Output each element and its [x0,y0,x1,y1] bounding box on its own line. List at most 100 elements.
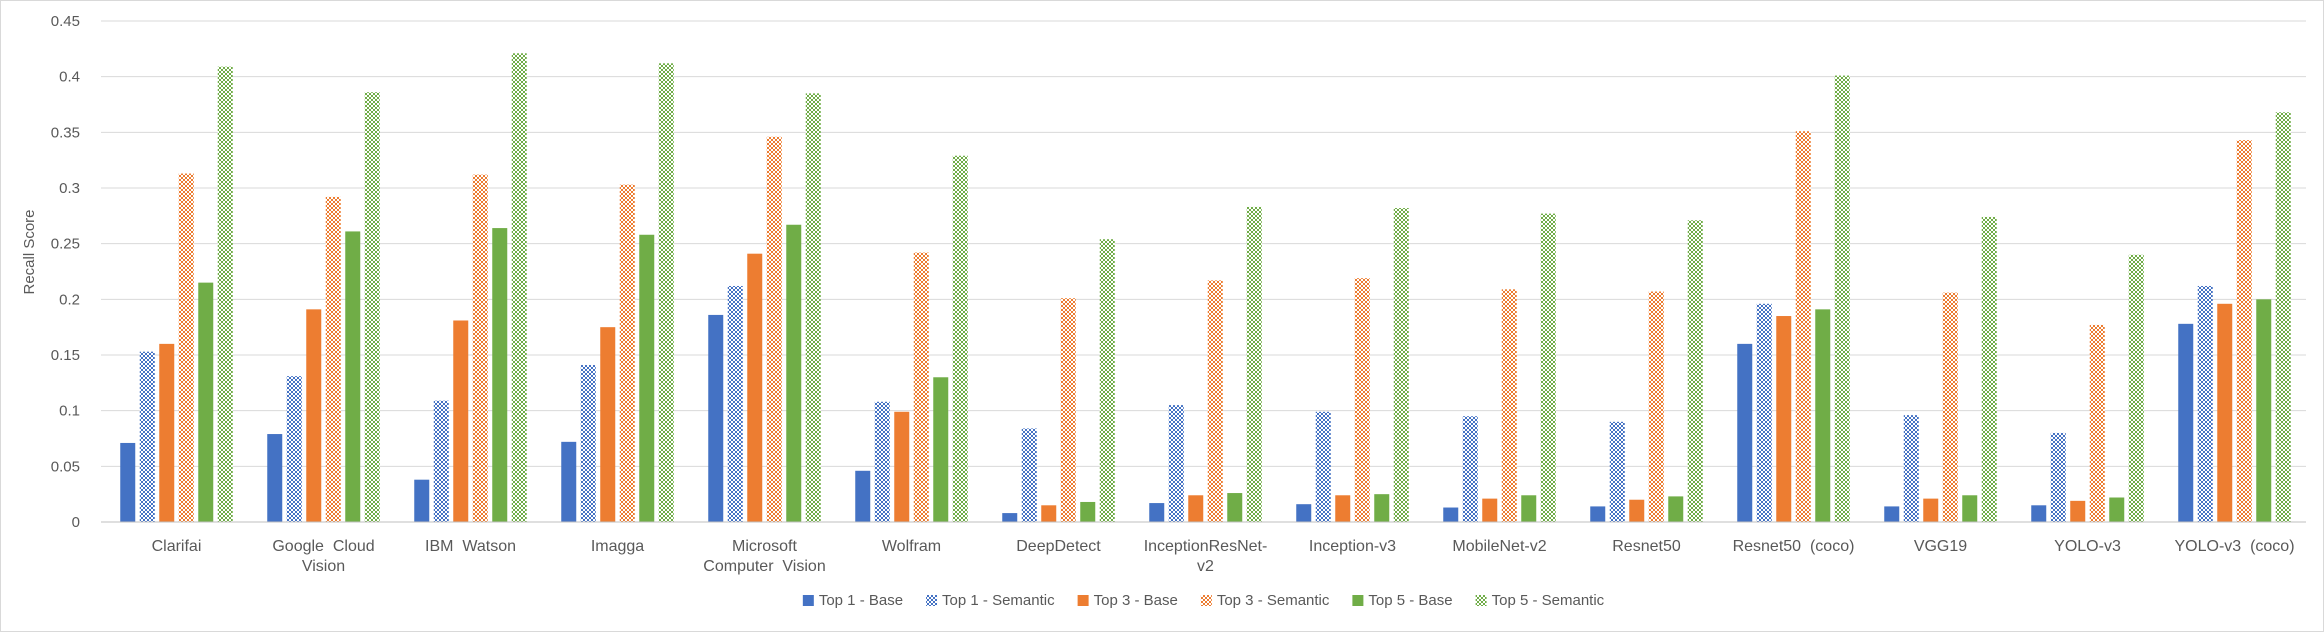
bar [766,136,782,523]
bars [120,53,2291,523]
bar [619,184,635,522]
bar [727,285,743,522]
bar [747,253,763,522]
bar [1962,495,1978,522]
bar [1590,506,1606,522]
bar [2089,324,2105,522]
legend: Top 1 - Base Top 1 - Semantic Top 3 - Base… [802,592,1605,609]
x-tick-label: MobileNet-v2 [1452,538,1546,555]
bar [786,224,802,523]
bar [1903,415,1919,522]
bar [267,434,283,522]
legend-item: Top 3 - Base [1077,592,1178,609]
y-tick-label: 0.35 [51,124,80,141]
bar [2197,285,2213,522]
bar [1443,507,1459,522]
y-tick-label: 0.45 [51,13,80,30]
bar [1393,208,1409,523]
y-tick-label: 0.15 [51,347,80,364]
x-tick-label: Resnet50 (coco) [1733,538,1855,555]
bar [1296,504,1312,522]
bar [658,63,674,523]
y-tick-label: 0.2 [59,291,80,308]
bar [159,343,175,522]
bar [1168,405,1184,522]
bar [1501,289,1517,522]
bar [1923,498,1939,522]
bar [217,66,233,523]
x-tick-label: YOLO-v3 [2054,538,2121,555]
legend-item: Top 3 - Semantic [1200,592,1330,609]
bar [580,365,596,522]
bar [2128,254,2144,523]
y-tick-label: 0 [72,514,80,531]
bar [178,173,194,522]
bar [1060,298,1076,522]
legend-item: Top 1 - Semantic [926,592,1055,609]
x-tick-label: DeepDetect [1016,538,1101,555]
bar [2178,323,2194,522]
y-axis-label: Recall Score [21,209,38,294]
y-tick-label: 0.3 [59,180,80,197]
bar [1335,495,1351,522]
x-tick-label: Clarifai [152,538,202,555]
bar [874,401,890,522]
legend-item: Top 1 - Base [802,592,903,609]
y-tick-label: 0.25 [51,236,80,253]
bar [2070,500,2086,522]
bar [933,377,949,522]
bar [1687,220,1703,523]
bar [952,155,968,522]
bar [120,442,136,522]
x-tick-label: Google Cloud Vision [272,538,374,575]
legend-item: Top 5 - Semantic [1475,592,1605,609]
bar [1207,280,1223,522]
bar [198,282,214,522]
bar [600,327,616,522]
bar [1942,292,1958,522]
bar [708,314,724,522]
bar [1776,316,1792,522]
bar [1737,343,1753,522]
bar [1668,496,1684,522]
bar [1795,131,1811,522]
bar [561,441,577,522]
bar [286,376,302,522]
bar [1041,505,1057,522]
bar [1149,503,1165,522]
x-tick-label: InceptionResNet-v2 [1144,538,1268,575]
x-axis-category-labels: Clarifai Google Cloud Vision IBM Watson Imag… [152,538,2295,575]
bar [1002,513,1018,522]
legend-swatch [926,595,938,606]
bar [2275,112,2291,522]
x-tick-label: Wolfram [882,538,941,555]
bar [2109,497,2125,522]
bar [639,234,655,522]
bar [805,93,821,523]
x-tick-label: Imagga [591,538,644,555]
bar [1648,291,1664,522]
bar [1188,495,1204,522]
legend-label: Top 3 - Base [1094,592,1178,609]
legend-swatch [1077,595,1089,606]
bar [1315,411,1331,522]
bar [1884,506,1900,522]
bar [492,228,508,522]
bar [433,400,449,522]
bar [1021,428,1037,522]
y-tick-label: 0.05 [51,458,80,475]
bar [2050,432,2066,522]
bar [1815,309,1831,522]
bar [1080,501,1096,522]
bar [1099,239,1115,522]
legend-label: Top 1 - Semantic [942,592,1055,609]
bar [894,411,910,522]
bar [511,53,527,522]
legend-swatch [1200,595,1212,606]
bar [1521,495,1537,522]
x-tick-label: Microsoft Computer Vision [703,538,825,575]
legend-swatch [1475,595,1487,606]
bar [1462,416,1478,522]
bar [1374,494,1390,522]
